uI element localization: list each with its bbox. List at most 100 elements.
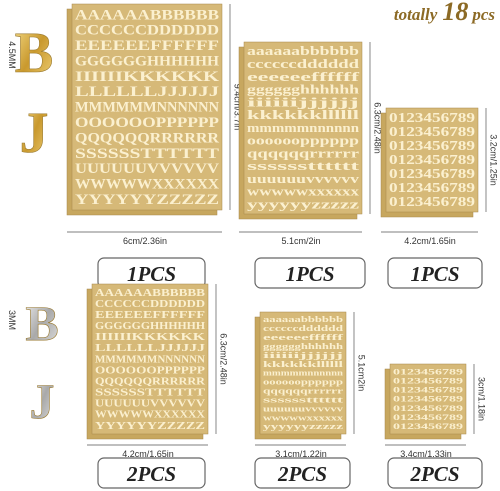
sheet-row: iiiiiijjjjjj xyxy=(247,95,359,109)
width-label: 3.1cm/1.22in xyxy=(275,449,327,459)
sample-size: 3MM xyxy=(7,310,17,330)
height-label: 3cm/1.18in xyxy=(477,377,487,421)
sheet-row: mmmmmnnnnnn xyxy=(263,368,343,378)
sheet-row: YYYYYYZZZZZ xyxy=(75,192,219,208)
sample-letter: J xyxy=(20,100,49,165)
quantity: 2PCS xyxy=(409,462,459,486)
sheet xyxy=(71,3,223,211)
sheet-row: 0123456789 xyxy=(393,375,464,385)
quantity-box xyxy=(254,257,366,289)
sheet-row: WWWWWXXXXXX xyxy=(75,177,219,193)
sheet-row: 0123456789 xyxy=(393,385,464,395)
sheet-row: eeeeeeffffff xyxy=(247,70,361,84)
sheet-row: uuuuuuvvvvvv xyxy=(263,403,344,413)
sheet-row: qqqqqqrrrrrr xyxy=(263,386,343,396)
sheet-row: AAAAAABBBBBB xyxy=(95,288,205,299)
sheet-row: 0123456789 xyxy=(393,394,464,404)
sheet-row: CCCCCCDDDDDD xyxy=(95,299,205,310)
height-label: 3.2cm/1.25in xyxy=(489,134,499,186)
sheet-row: wwwwwxxxxxx xyxy=(247,185,359,199)
sheet-row: kkkkkkllllll xyxy=(247,108,360,122)
sheet-row: gggggghhhhhh xyxy=(247,83,359,97)
sheet-row: 0123456789 xyxy=(389,124,475,139)
sheet-row: 0123456789 xyxy=(389,110,475,125)
sheet-row: 0123456789 xyxy=(389,166,475,181)
sample-letter: B xyxy=(25,295,58,351)
sheet-row: qqqqqqrrrrrr xyxy=(247,146,360,160)
quantity-box xyxy=(254,457,351,489)
sheet-row: GGGGGGHHHHHH xyxy=(75,53,220,69)
sheet-row: aaaaaabbbbbb xyxy=(263,314,343,324)
sheet-row: EEEEEEFFFFFF xyxy=(95,310,205,321)
sample-size: 4.5MM xyxy=(7,41,17,69)
sheet-row: GGGGGGHHHHHH xyxy=(95,321,205,332)
sheet-row: ccccccdddddd xyxy=(247,57,359,71)
width-label: 4.2cm/1.65in xyxy=(122,449,174,459)
sheet-row: yyyyyyzzzzz xyxy=(247,197,360,211)
sheet-row: CCCCCCDDDDDD xyxy=(75,23,219,39)
sheet-row: IIIIIIKKKKKK xyxy=(95,332,206,343)
sheet-row: WWWWWXXXXXX xyxy=(95,410,205,421)
width-label: 6cm/2.36in xyxy=(123,236,167,246)
sheet-row: 0123456789 xyxy=(389,194,475,209)
height-label: 9.4cm/3.7in xyxy=(233,84,243,131)
width-label: 4.2cm/1.65in xyxy=(404,236,456,246)
sheet-row: kkkkkkllllll xyxy=(263,359,344,369)
quantity-box xyxy=(387,457,483,489)
sheet-row: MMMMMMNNNNNN xyxy=(95,354,205,365)
quantity-box xyxy=(387,257,483,289)
sheet-row: 0123456789 xyxy=(393,403,464,413)
sample-letter: B xyxy=(15,20,54,85)
sheet-row: yyyyyyzzzzz xyxy=(263,421,343,431)
sheet-row: SSSSSSTTTTTT xyxy=(75,146,219,162)
sheet-row: sssssstttttt xyxy=(263,394,343,404)
sheet-row: 0123456789 xyxy=(393,421,464,431)
sheet-row: sssssstttttt xyxy=(247,159,359,173)
quantity: 1PCS xyxy=(410,262,459,286)
sheet-row: 0123456789 xyxy=(393,366,464,376)
sheet-row: MMMMMMNNNNNN xyxy=(75,100,219,116)
quantity-box xyxy=(97,457,206,489)
sheet-row: gggggghhhhhh xyxy=(263,341,343,351)
sheet xyxy=(389,363,467,435)
sheet-row: SSSSSSTTTTTT xyxy=(95,388,205,399)
sheet xyxy=(91,283,209,435)
sheet xyxy=(243,41,363,215)
title-prefix: totally xyxy=(394,5,438,24)
sheet-row: 0123456789 xyxy=(389,138,475,153)
sheet-row: UUUUUUVVVVVV xyxy=(75,161,220,177)
sheet-row: QQQQQQRRRRRR xyxy=(95,376,205,387)
title-number: 18 xyxy=(442,0,468,26)
sheet-row: oooooopppppp xyxy=(263,377,343,387)
sheet-row: 0123456789 xyxy=(389,180,475,195)
sheet-row: eeeeeeffffff xyxy=(263,332,343,342)
quantity: 1PCS xyxy=(127,262,176,286)
sheet-row: aaaaaabbbbbb xyxy=(247,44,359,58)
title: totally 18 pcs xyxy=(394,0,495,26)
sheet-row: wwwwwxxxxxx xyxy=(263,412,344,422)
sheet-row: oooooopppppp xyxy=(247,134,359,148)
height-label: 5.1cm2in xyxy=(357,355,367,392)
sheet-row: uuuuuuvvvvvv xyxy=(247,172,360,186)
sheet-row: iiiiiijjjjjj xyxy=(263,350,343,360)
sheet-row: LLLLLLJJJJJJ xyxy=(75,84,219,100)
sheet-row: UUUUUUVVVVVV xyxy=(95,399,205,410)
sheet-row: ccccccdddddd xyxy=(263,323,343,333)
sample-letter: J xyxy=(30,373,55,429)
sheet-row: OOOOOOPPPPPP xyxy=(95,365,206,376)
sheet-row: 0123456789 xyxy=(393,412,464,422)
sheet-row: YYYYYYZZZZZ xyxy=(95,421,205,432)
sheet-row: QQQQQQRRRRRR xyxy=(75,130,219,146)
sheet-row: IIIIIIKKKKKK xyxy=(75,69,220,85)
title-suffix: pcs xyxy=(470,5,495,24)
sheet-row: 0123456789 xyxy=(389,152,475,167)
sheet-row: OOOOOOPPPPPP xyxy=(75,115,219,131)
width-label: 3.4cm/1.33in xyxy=(400,449,452,459)
sheet xyxy=(385,107,479,213)
height-label: 6.3cm/2.48in xyxy=(219,333,229,385)
sheet-row: mmmmmnnnnnn xyxy=(247,121,359,135)
height-label: 6.3cm/2.48in xyxy=(373,102,383,154)
quantity: 2PCS xyxy=(126,462,176,486)
quantity: 1PCS xyxy=(285,262,334,286)
